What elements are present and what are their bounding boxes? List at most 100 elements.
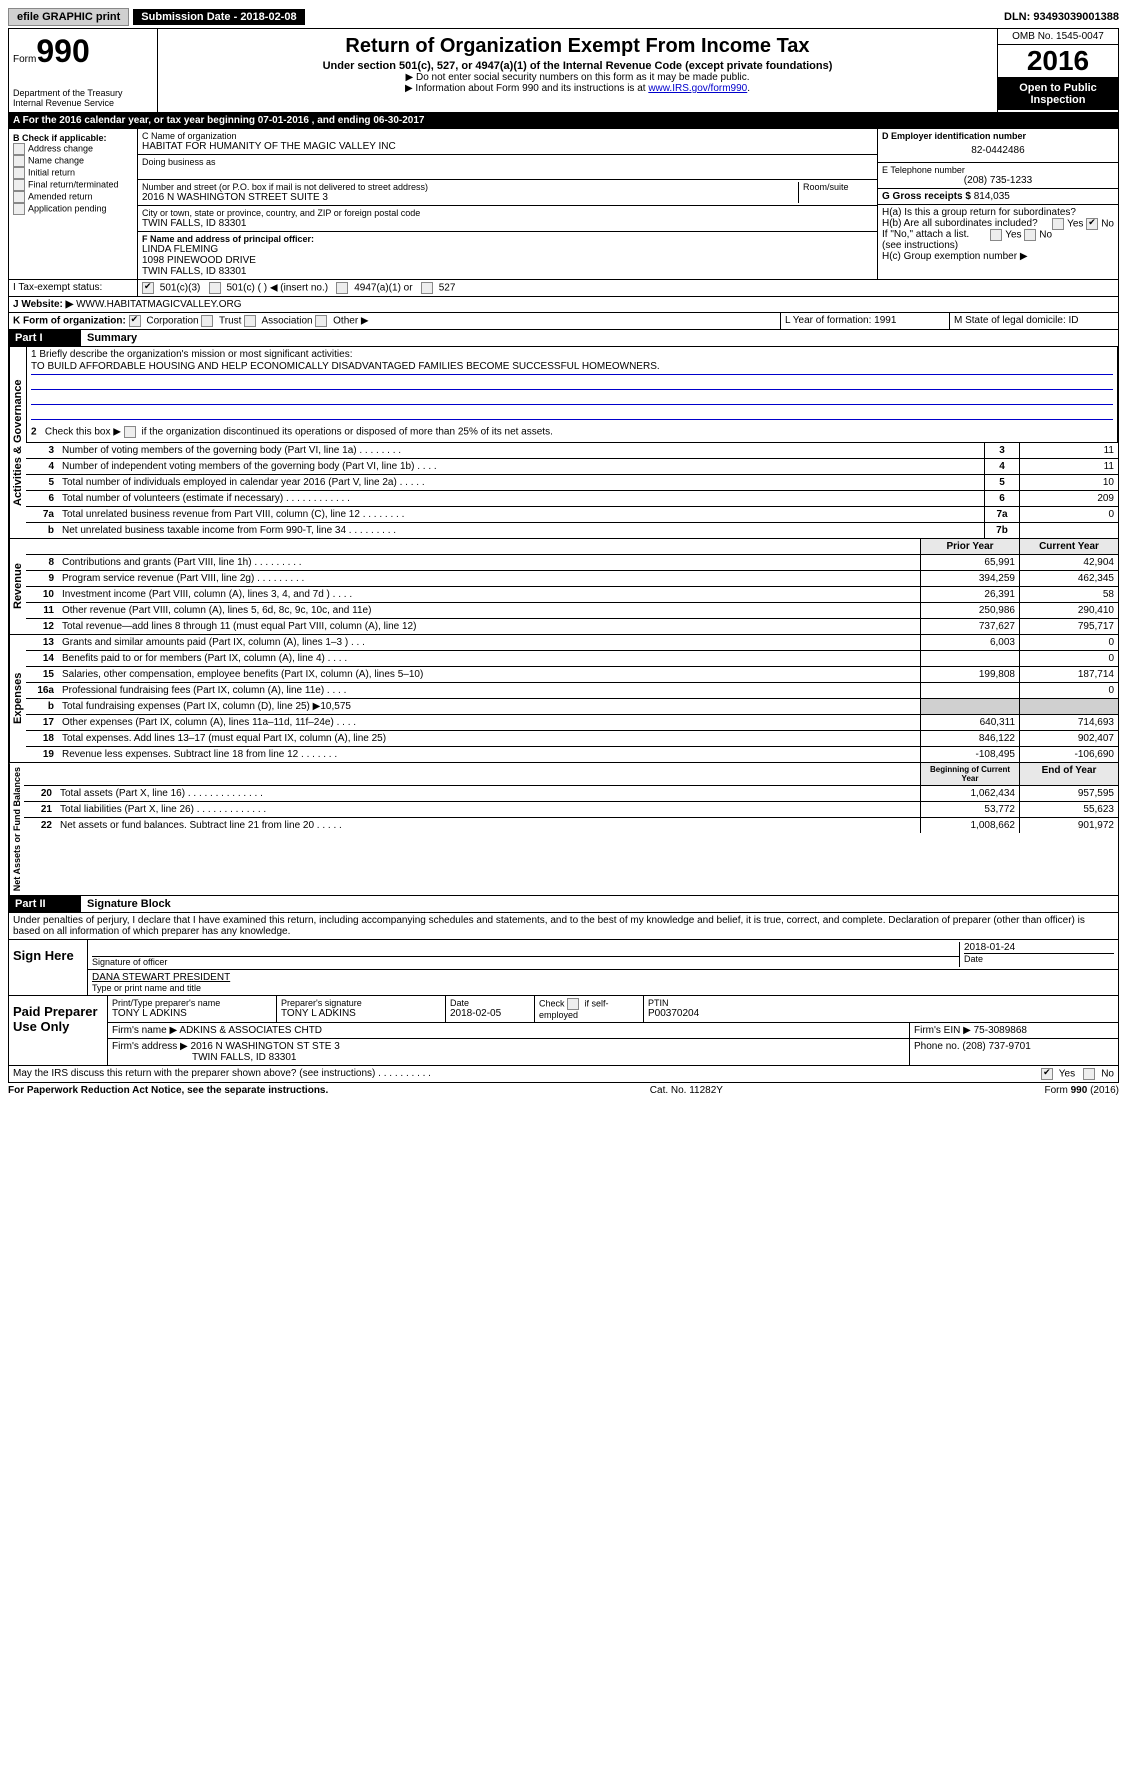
line-14: 14Benefits paid to or for members (Part … <box>26 651 1118 667</box>
row-k: K Form of organization: Corporation Trus… <box>8 313 1119 330</box>
chk-discuss-no[interactable] <box>1083 1068 1095 1080</box>
sig-officer-label: Signature of officer <box>92 956 959 967</box>
chk-501c[interactable] <box>209 282 221 294</box>
part2-tab: Part II <box>9 896 81 912</box>
irs-link[interactable]: www.IRS.gov/form990 <box>648 83 747 94</box>
submission-date: Submission Date - 2018-02-08 <box>133 9 304 25</box>
discuss-answer: Yes No <box>1041 1068 1114 1080</box>
prep-sig-label: Preparer's signature <box>281 998 441 1008</box>
phone: (208) 735-1233 <box>882 175 1114 186</box>
org-city: TWIN FALLS, ID 83301 <box>142 218 873 229</box>
part1-header: Part I Summary <box>8 330 1119 347</box>
chk-discuss-yes[interactable] <box>1041 1068 1053 1080</box>
line-12: 12Total revenue—add lines 8 through 11 (… <box>26 619 1118 634</box>
chk-assoc[interactable] <box>244 315 256 327</box>
net-assets-section: Net Assets or Fund Balances Beginning of… <box>8 763 1119 896</box>
line-7b: bNet unrelated business taxable income f… <box>26 523 1118 538</box>
line-11: 11Other revenue (Part VIII, column (A), … <box>26 603 1118 619</box>
sign-here: Sign Here Signature of officer 2018-01-2… <box>8 940 1119 1066</box>
line-21: 21Total liabilities (Part X, line 26) . … <box>24 802 1118 818</box>
form-title: Return of Organization Exempt From Incom… <box>162 35 993 58</box>
chk-corp[interactable] <box>129 315 141 327</box>
firm-addr1: 2016 N WASHINGTON ST STE 3 <box>191 1041 340 1052</box>
chk-other[interactable] <box>315 315 327 327</box>
footer-right: Form 990 (2016) <box>1045 1085 1119 1096</box>
chk-self-employed[interactable] <box>567 998 579 1010</box>
chk-501c3[interactable] <box>142 282 154 294</box>
discuss-row: May the IRS discuss this return with the… <box>8 1066 1119 1083</box>
gross-receipts: G Gross receipts $ 814,035 <box>878 189 1118 205</box>
footer: For Paperwork Reduction Act Notice, see … <box>8 1083 1119 1098</box>
form-subtitle: Under section 501(c), 527, or 4947(a)(1)… <box>162 60 993 72</box>
chk-discontinued[interactable] <box>124 426 136 438</box>
line-7a: 7aTotal unrelated business revenue from … <box>26 507 1118 523</box>
form-number: Form990 <box>13 33 153 70</box>
chk-name[interactable]: Name change <box>13 155 133 167</box>
org-name: HABITAT FOR HUMANITY OF THE MAGIC VALLEY… <box>142 141 873 152</box>
col-b: B Check if applicable: Address change Na… <box>9 129 138 279</box>
chk-pending[interactable]: Application pending <box>13 203 133 215</box>
line-22: 22Net assets or fund balances. Subtract … <box>24 818 1118 833</box>
officer-print-name: DANA STEWART PRESIDENT <box>92 972 1114 983</box>
chk-527[interactable] <box>421 282 433 294</box>
firm-ein-label: Firm's EIN ▶ <box>914 1025 971 1036</box>
self-employed: Check if self-employed <box>535 996 644 1022</box>
dba-label: Doing business as <box>142 157 873 167</box>
side-rev: Revenue <box>9 539 26 634</box>
q1: 1 Briefly describe the organization's mi… <box>31 349 1113 360</box>
ptin: P00370204 <box>648 1008 1114 1019</box>
side-na: Net Assets or Fund Balances <box>9 763 24 895</box>
chk-trust[interactable] <box>201 315 213 327</box>
info-grid: B Check if applicable: Address change Na… <box>8 129 1119 280</box>
form-note-2: ▶ Information about Form 990 and its ins… <box>162 83 993 94</box>
side-ag: Activities & Governance <box>9 347 26 538</box>
room-label: Room/suite <box>798 182 873 203</box>
col-b-title: B Check if applicable: <box>13 133 133 143</box>
open-inspection: Open to Public Inspection <box>998 78 1118 110</box>
footer-mid: Cat. No. 11282Y <box>650 1085 723 1096</box>
irs-label: Internal Revenue Service <box>13 98 153 108</box>
sign-date-label: Date <box>964 953 1114 964</box>
dept-label: Department of the Treasury <box>13 88 153 98</box>
line-15: 15Salaries, other compensation, employee… <box>26 667 1118 683</box>
dln: DLN: 93493039001388 <box>1004 11 1119 23</box>
chk-4947[interactable] <box>336 282 348 294</box>
tax-status-options: 501(c)(3) 501(c) ( ) ◀ (insert no.) 4947… <box>138 280 1118 296</box>
prep-date-label: Date <box>450 998 530 1008</box>
revenue-section: Revenue Prior Year Current Year 8Contrib… <box>8 539 1119 635</box>
mission: TO BUILD AFFORDABLE HOUSING AND HELP ECO… <box>31 360 1113 375</box>
line-8: 8Contributions and grants (Part VIII, li… <box>26 555 1118 571</box>
year-formation: L Year of formation: 1991 <box>780 313 949 329</box>
line-13: 13Grants and similar amounts paid (Part … <box>26 635 1118 651</box>
officer-addr1: 1098 PINEWOOD DRIVE <box>142 255 873 266</box>
line-20: 20Total assets (Part X, line 16) . . . .… <box>24 786 1118 802</box>
efile-button[interactable]: efile GRAPHIC print <box>8 8 129 26</box>
chk-address[interactable]: Address change <box>13 143 133 155</box>
line-3: 3Number of voting members of the governi… <box>26 443 1118 459</box>
prep-date: 2018-02-05 <box>450 1008 530 1019</box>
side-exp: Expenses <box>9 635 26 762</box>
firm-ein: 75-3089868 <box>974 1025 1027 1036</box>
website-label: J Website: ▶ <box>13 299 73 310</box>
activities-governance: Activities & Governance 1 Briefly descri… <box>8 347 1119 539</box>
chk-initial[interactable]: Initial return <box>13 167 133 179</box>
firm-addr2: TWIN FALLS, ID 83301 <box>192 1052 297 1063</box>
line-5: 5Total number of individuals employed in… <box>26 475 1118 491</box>
chk-final[interactable]: Final return/terminated <box>13 179 133 191</box>
footer-left: For Paperwork Reduction Act Notice, see … <box>8 1085 328 1096</box>
form-note-1: ▶ Do not enter social security numbers o… <box>162 72 993 83</box>
row-i: I Tax-exempt status: 501(c)(3) 501(c) ( … <box>8 280 1119 297</box>
officer-label: F Name and address of principal officer: <box>142 234 873 244</box>
discuss-question: May the IRS discuss this return with the… <box>13 1068 1041 1080</box>
paid-preparer: Paid Preparer Use Only Print/Type prepar… <box>9 995 1118 1065</box>
line-10: 10Investment income (Part VIII, column (… <box>26 587 1118 603</box>
ein: 82-0442486 <box>882 141 1114 160</box>
line-19: 19Revenue less expenses. Subtract line 1… <box>26 747 1118 762</box>
line-16b: bTotal fundraising expenses (Part IX, co… <box>26 699 1118 715</box>
line-17: 17Other expenses (Part IX, column (A), l… <box>26 715 1118 731</box>
addr-label: Number and street (or P.O. box if mail i… <box>142 182 798 192</box>
prep-name: TONY L ADKINS <box>112 1008 272 1019</box>
chk-amended[interactable]: Amended return <box>13 191 133 203</box>
ptin-label: PTIN <box>648 998 1114 1008</box>
row-j: J Website: ▶ WWW.HABITATMAGICVALLEY.ORG <box>8 297 1119 313</box>
